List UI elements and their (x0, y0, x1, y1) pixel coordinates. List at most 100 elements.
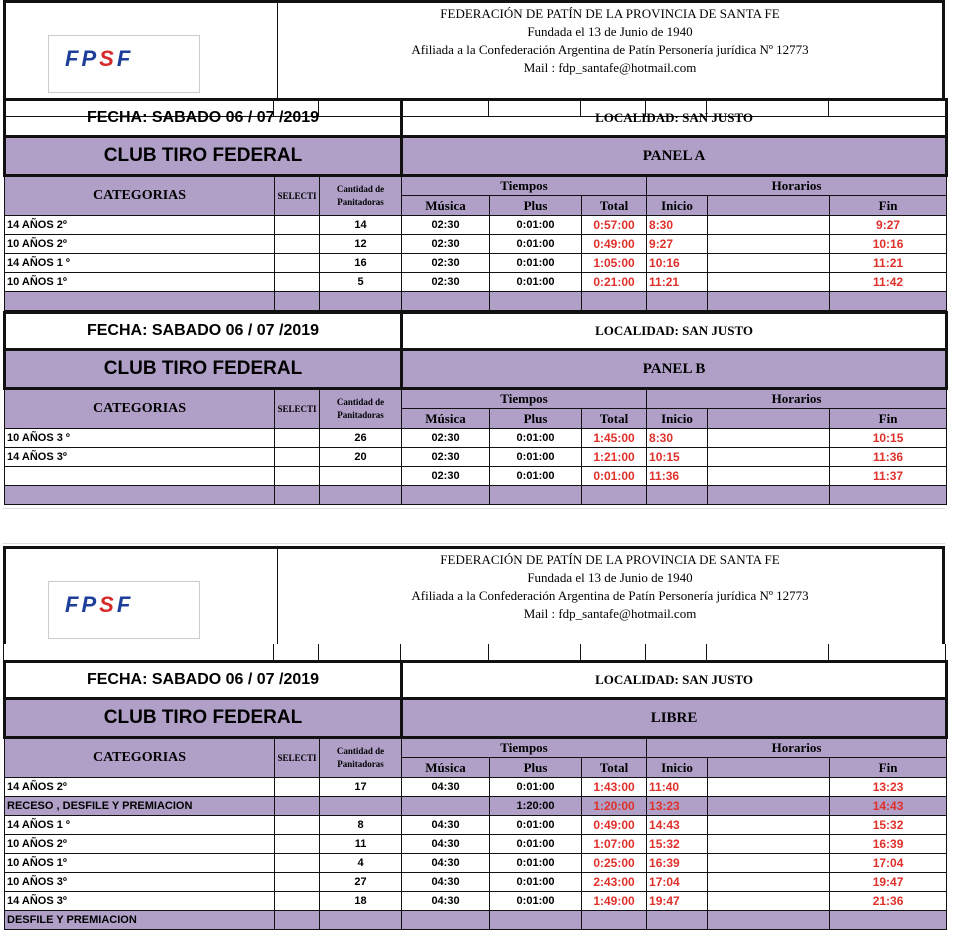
count-cell: 14 (318, 215, 403, 235)
category-cell: 10 AÑOS 3 º (4, 428, 275, 448)
count-cell: 8 (318, 815, 403, 835)
cell (274, 485, 320, 505)
plus-cell: 0:01:00 (489, 428, 583, 448)
categorias-header: CATEGORIAS (4, 737, 275, 778)
fin-cell: 13:23 (829, 777, 948, 797)
club-name: CLUB TIRO FEDERAL (2, 135, 404, 177)
count-cell (318, 796, 403, 816)
date-label: FECHA: SABADO 06 / 07 /2019 (2, 660, 404, 700)
horarios-header: Horarios (646, 175, 948, 196)
table-row: 10 AÑOS 1º 5 02:30 0:01:00 0:21:00 11:21 11:42 (4, 272, 948, 292)
cell (707, 253, 831, 273)
fin-cell: 9:27 (829, 215, 948, 235)
category-cell: 10 AÑOS 1º (4, 272, 275, 292)
cell (274, 215, 320, 235)
inicio-cell: 15:32 (646, 834, 709, 854)
inicio-cell: 11:40 (646, 777, 709, 797)
fin-cell: 21:36 (829, 891, 948, 911)
cell (707, 272, 831, 292)
fin-cell: 17:04 (829, 853, 948, 873)
cell (707, 757, 831, 778)
musica-cell (401, 796, 491, 816)
total-header: Total (581, 408, 648, 429)
total-header: Total (581, 757, 648, 778)
fin-cell: 15:32 (829, 815, 948, 835)
plus-cell: 0:01:00 (489, 834, 583, 854)
org-line: Afiliada a la Confederación Argentina de… (411, 42, 809, 57)
cantidad-header: Cantidad de Panitadoras (318, 388, 403, 429)
category-cell: 14 AÑOS 2º (4, 777, 275, 797)
select-header: SELECTI (274, 737, 320, 778)
cell (707, 872, 831, 892)
panel-name: PANEL B (400, 348, 949, 390)
cell (829, 291, 948, 311)
panel-name: PANEL A (400, 135, 949, 177)
musica-cell: 02:30 (401, 466, 491, 486)
cell (581, 291, 648, 311)
category-cell: 14 AÑOS 1 º (4, 815, 275, 835)
fin-cell: 11:36 (829, 447, 948, 467)
count-cell (318, 466, 403, 486)
cell (401, 910, 491, 930)
categorias-header: CATEGORIAS (4, 175, 275, 216)
cell (489, 291, 583, 311)
inicio-cell: 14:43 (646, 815, 709, 835)
date-label: FECHA: SABADO 06 / 07 /2019 (2, 98, 404, 138)
cell (274, 853, 320, 873)
table-row: 14 AÑOS 2º 14 02:30 0:01:00 0:57:00 8:30 9:27 (4, 215, 948, 235)
cell (318, 485, 403, 505)
total-cell: 1:07:00 (581, 834, 648, 854)
cell (274, 291, 320, 311)
total-cell: 1:20:00 (581, 796, 648, 816)
select-header: SELECTI (274, 388, 320, 429)
total-cell: 1:21:00 (581, 447, 648, 467)
cell (274, 777, 320, 797)
cell (707, 853, 831, 873)
table-row: RECESO , DESFILE Y PREMIACION 1:20:00 1:20… (4, 796, 948, 816)
org-line: Mail : fdp_santafe@hotmail.com (523, 606, 697, 621)
plus-cell: 1:20:00 (489, 796, 583, 816)
table-row: 10 AÑOS 1º 4 04:30 0:01:00 0:25:00 16:39 17:04 (4, 853, 948, 873)
cell (707, 291, 831, 311)
fin-cell: 11:21 (829, 253, 948, 273)
cell (707, 485, 831, 505)
table-row: 14 AÑOS 1 º 8 04:30 0:01:00 0:49:00 14:43 15:3… (4, 815, 948, 835)
cell (581, 485, 648, 505)
count-cell: 5 (318, 272, 403, 292)
category-cell: 10 AÑOS 1º (4, 853, 275, 873)
cell (707, 428, 831, 448)
table-row: 10 AÑOS 3º 27 04:30 0:01:00 2:43:00 17:04 19:4… (4, 872, 948, 892)
inicio-header: Inicio (646, 195, 709, 216)
federation-header: FPSF FEDERACIÓN DE PATÍN DE LA PROVINCIA… (3, 546, 946, 663)
inicio-cell: 10:16 (646, 253, 709, 273)
inicio-cell: 19:47 (646, 891, 709, 911)
cell (707, 815, 831, 835)
inicio-cell: 17:04 (646, 872, 709, 892)
cell (274, 272, 320, 292)
org-line: Mail : fdp_santafe@hotmail.com (523, 60, 697, 75)
cell (829, 910, 948, 930)
musica-cell: 02:30 (401, 428, 491, 448)
musica-cell: 02:30 (401, 253, 491, 273)
fin-cell: 10:15 (829, 428, 948, 448)
cell (707, 777, 831, 797)
footer-row: DESFILE Y PREMIACION (4, 910, 948, 930)
table-row: 14 AÑOS 2º 17 04:30 0:01:00 1:43:00 11:40 13:2… (4, 777, 948, 797)
total-cell: 0:21:00 (581, 272, 648, 292)
cell (646, 291, 709, 311)
org-line: FEDERACIÓN DE PATÍN DE LA PROVINCIA DE S… (440, 552, 780, 567)
fin-header: Fin (829, 757, 948, 778)
table-row: 14 AÑOS 1 º 16 02:30 0:01:00 1:05:00 10:16 11:… (4, 253, 948, 273)
inicio-cell: 11:36 (646, 466, 709, 486)
org-line: Fundada el 13 de Junio de 1940 (527, 24, 693, 39)
cell (274, 891, 320, 911)
footer-label (4, 485, 275, 505)
date-label: FECHA: SABADO 06 / 07 /2019 (2, 311, 404, 351)
cell (401, 291, 491, 311)
plus-cell: 0:01:00 (489, 853, 583, 873)
category-cell: 14 AÑOS 3º (4, 891, 275, 911)
plus-cell: 0:01:00 (489, 815, 583, 835)
fin-cell: 14:43 (829, 796, 948, 816)
location-label: LOCALIDAD: SAN JUSTO (400, 660, 949, 700)
schedule-section: FECHA: SABADO 06 / 07 /2019 LOCALIDAD: SA… (2, 660, 949, 930)
